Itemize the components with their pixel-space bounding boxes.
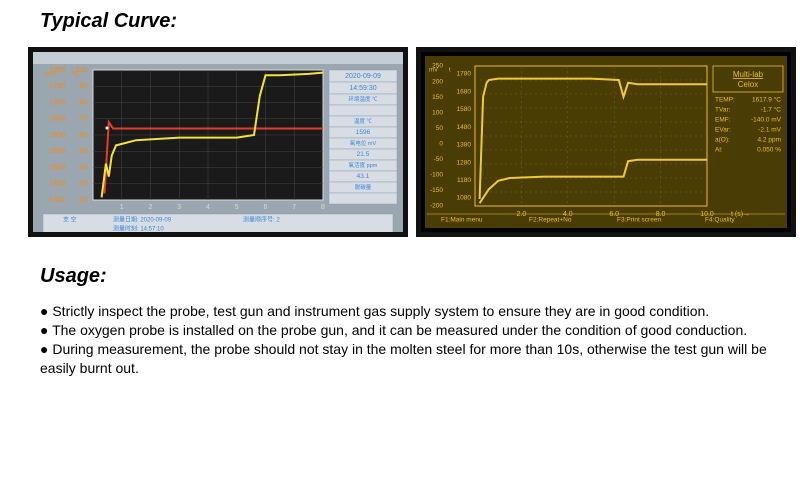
svg-text:1780: 1780 [457, 71, 472, 78]
svg-text:1: 1 [120, 204, 124, 211]
svg-text:-2.1 mV: -2.1 mV [758, 127, 781, 134]
svg-text:30: 30 [79, 181, 87, 188]
svg-text:1596: 1596 [356, 129, 371, 136]
svg-text:氧电位 mV: 氧电位 mV [350, 139, 377, 147]
svg-text:1650: 1650 [49, 116, 65, 123]
svg-text:Al:: Al: [715, 147, 723, 154]
chart-left: 1800175017001650160015501500145014001009… [33, 52, 403, 232]
svg-text:1280: 1280 [457, 159, 472, 166]
svg-text:支 空: 支 空 [63, 216, 77, 224]
svg-text:氧活度 ppm: 氧活度 ppm [349, 161, 378, 169]
svg-text:F4:Quality: F4:Quality [705, 217, 735, 224]
svg-text:Multi-lab: Multi-lab [733, 70, 764, 79]
svg-text:-50: -50 [434, 156, 444, 163]
svg-text:1480: 1480 [457, 124, 472, 131]
usage-item: ● During measurement, the probe should n… [40, 340, 770, 378]
svg-text:1680: 1680 [457, 88, 472, 95]
svg-text:0.050 %: 0.050 % [757, 147, 781, 154]
svg-text:mV: mV [45, 71, 56, 78]
svg-text:2.0: 2.0 [517, 211, 527, 218]
svg-text:1700: 1700 [49, 99, 65, 106]
svg-text:60: 60 [79, 132, 87, 139]
chart-right-frame: 250200150100500-50-100-150-2001780168015… [416, 47, 796, 237]
svg-text:2: 2 [149, 204, 153, 211]
svg-text:F1:Main menu: F1:Main menu [441, 217, 483, 224]
page: Typical Curve: 1800175017001650160015501… [0, 0, 800, 388]
svg-text:mV: mV [429, 68, 438, 74]
svg-text:0: 0 [439, 140, 443, 147]
svg-text:100: 100 [432, 109, 443, 116]
svg-text:70: 70 [79, 116, 87, 123]
svg-text:EMF:: EMF: [715, 117, 731, 124]
svg-text:F2:Repeat+No: F2:Repeat+No [529, 217, 572, 224]
svg-text:4.2 ppm: 4.2 ppm [758, 137, 782, 144]
svg-text:1550: 1550 [49, 148, 65, 155]
svg-text:6: 6 [264, 204, 268, 211]
svg-text:1080: 1080 [457, 195, 472, 202]
svg-text:Celox: Celox [738, 80, 758, 89]
svg-text:4: 4 [206, 204, 210, 211]
svg-text:测量日期: 2020-09-09: 测量日期: 2020-09-09 [113, 216, 172, 224]
svg-text:2020-09-09: 2020-09-09 [345, 73, 381, 80]
svg-text:8: 8 [321, 204, 325, 211]
svg-text:200: 200 [432, 78, 443, 85]
svg-text:脱碳量: 脱碳量 [355, 183, 372, 191]
svg-text:1380: 1380 [457, 142, 472, 149]
svg-text:1617.9 °C: 1617.9 °C [752, 96, 781, 104]
svg-text:1750: 1750 [49, 83, 65, 90]
svg-text:-150: -150 [430, 187, 443, 194]
charts-row: 1 80 0 1750 1700 1650 1600 1550 1500 1450 1400 100 9… [28, 47, 770, 237]
svg-text:1400: 1400 [49, 197, 65, 204]
svg-text:1450: 1450 [49, 181, 65, 188]
svg-text:-200: -200 [430, 203, 443, 210]
heading-usage: Usage: [40, 265, 770, 288]
svg-text:-1.7 °C: -1.7 °C [761, 106, 782, 114]
svg-text:F3:Print screen: F3:Print screen [617, 217, 661, 224]
svg-text:40: 40 [79, 164, 87, 171]
chart-right: 250200150100500-50-100-150-2001780168015… [421, 52, 791, 232]
svg-text:150: 150 [432, 94, 443, 101]
chart-left-frame: 1800175017001650160015501500145014001009… [28, 47, 408, 237]
usage-item: ● The oxygen probe is installed on the p… [40, 321, 770, 340]
svg-text:5: 5 [235, 204, 239, 211]
svg-text:-100: -100 [430, 172, 443, 179]
svg-text:3: 3 [177, 204, 181, 211]
svg-text:测量顺序号: 2: 测量顺序号: 2 [243, 216, 280, 224]
heading-typical-curve: Typical Curve: [40, 10, 770, 33]
svg-text:50: 50 [79, 148, 87, 155]
svg-text:温度 ℃: 温度 ℃ [354, 117, 373, 125]
svg-text:7: 7 [292, 204, 296, 211]
svg-text:21.5: 21.5 [357, 151, 370, 158]
svg-text:1180: 1180 [457, 177, 471, 184]
svg-text:1600: 1600 [49, 132, 65, 139]
svg-text:a(O):: a(O): [715, 137, 730, 144]
svg-text:1580: 1580 [457, 106, 472, 113]
svg-text:50: 50 [436, 125, 444, 132]
svg-text:80: 80 [79, 99, 87, 106]
svg-text:1500: 1500 [49, 164, 65, 171]
usage-list: ● Strictly inspect the probe, test gun a… [40, 302, 770, 378]
svg-text:90: 90 [79, 83, 87, 90]
svg-text:℃: ℃ [71, 71, 79, 78]
svg-text:EVar:: EVar: [715, 127, 731, 134]
usage-item: ● Strictly inspect the probe, test gun a… [40, 302, 770, 321]
svg-text:-140.0 mV: -140.0 mV [751, 117, 782, 124]
svg-text:TEMP:: TEMP: [715, 97, 735, 104]
svg-text:环境温度 ℃: 环境温度 ℃ [348, 95, 378, 103]
svg-text:14:59:30: 14:59:30 [349, 85, 376, 92]
svg-text:TVar:: TVar: [715, 107, 731, 114]
svg-text:20: 20 [79, 197, 87, 204]
svg-text:43.1: 43.1 [357, 173, 370, 180]
svg-text:测量时刻: 14:57:10: 测量时刻: 14:57:10 [113, 225, 164, 232]
